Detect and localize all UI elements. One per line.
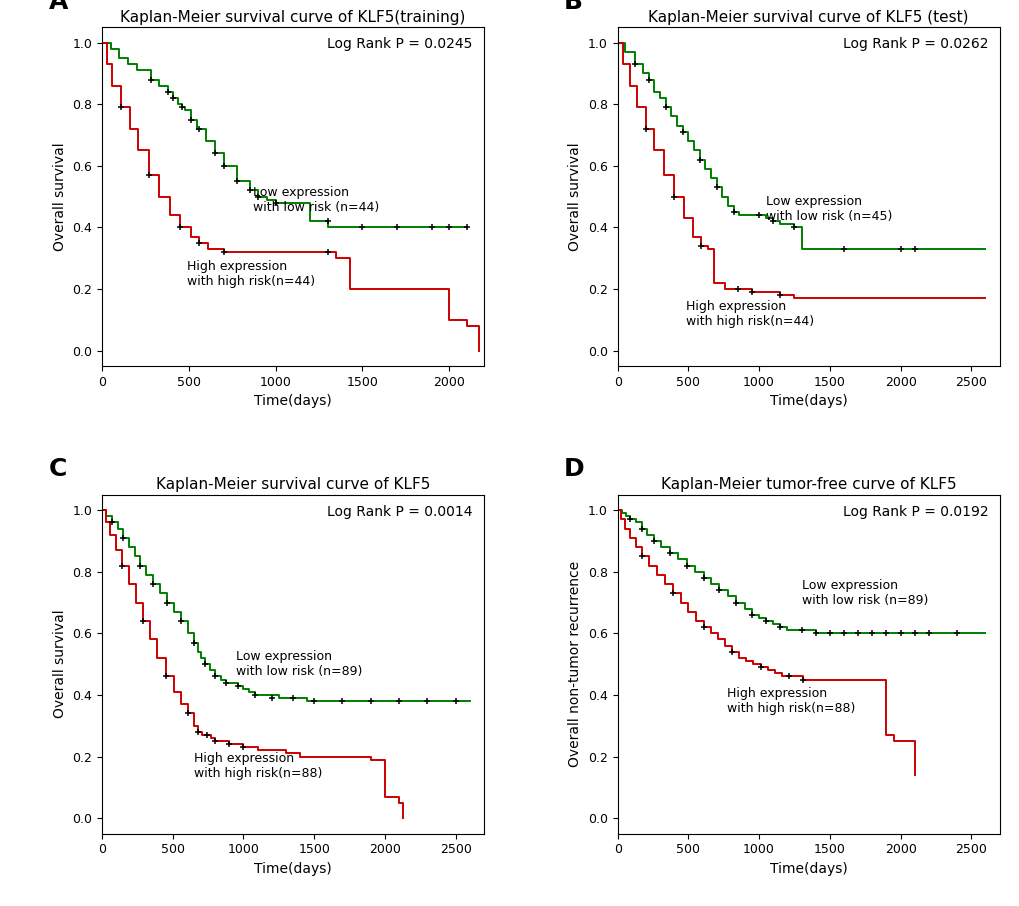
Text: Log Rank P = 0.0262: Log Rank P = 0.0262	[842, 37, 987, 52]
Text: Low expression
with low risk (n=89): Low expression with low risk (n=89)	[236, 651, 363, 678]
Title: Kaplan-Meier survival curve of KLF5(training): Kaplan-Meier survival curve of KLF5(trai…	[120, 10, 466, 24]
X-axis label: Time(days): Time(days)	[769, 862, 847, 876]
Text: A: A	[49, 0, 68, 14]
Text: Log Rank P = 0.0014: Log Rank P = 0.0014	[327, 505, 472, 519]
Title: Kaplan-Meier survival curve of KLF5: Kaplan-Meier survival curve of KLF5	[156, 477, 430, 492]
Text: High expression
with high risk(n=44): High expression with high risk(n=44)	[186, 260, 315, 287]
Text: D: D	[564, 458, 584, 481]
Y-axis label: Overall survival: Overall survival	[53, 142, 66, 251]
Text: C: C	[49, 458, 67, 481]
Title: Kaplan-Meier tumor-free curve of KLF5: Kaplan-Meier tumor-free curve of KLF5	[660, 477, 956, 492]
X-axis label: Time(days): Time(days)	[769, 394, 847, 409]
Text: Low expression
with low risk (n=44): Low expression with low risk (n=44)	[253, 186, 379, 214]
X-axis label: Time(days): Time(days)	[254, 394, 331, 409]
Text: High expression
with high risk(n=88): High expression with high risk(n=88)	[726, 687, 854, 715]
Text: High expression
with high risk(n=44): High expression with high risk(n=44)	[685, 300, 813, 328]
Text: Low expression
with low risk (n=89): Low expression with low risk (n=89)	[801, 579, 927, 607]
Text: B: B	[564, 0, 583, 14]
Text: Low expression
with low risk (n=45): Low expression with low risk (n=45)	[765, 195, 892, 223]
Y-axis label: Overall survival: Overall survival	[53, 610, 66, 718]
Text: Log Rank P = 0.0192: Log Rank P = 0.0192	[842, 505, 987, 519]
X-axis label: Time(days): Time(days)	[254, 862, 331, 876]
Y-axis label: Overall non-tumor recurrence: Overall non-tumor recurrence	[568, 561, 582, 767]
Text: High expression
with high risk(n=88): High expression with high risk(n=88)	[194, 752, 322, 780]
Y-axis label: Overall survival: Overall survival	[568, 142, 582, 251]
Text: Log Rank P = 0.0245: Log Rank P = 0.0245	[327, 37, 472, 52]
Title: Kaplan-Meier survival curve of KLF5 (test): Kaplan-Meier survival curve of KLF5 (tes…	[648, 10, 968, 24]
